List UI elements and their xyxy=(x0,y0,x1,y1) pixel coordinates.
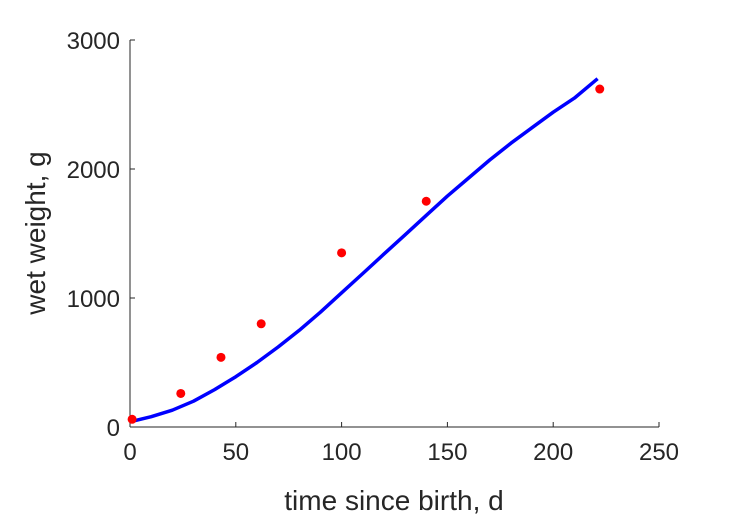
x-tick-label: 150 xyxy=(427,439,467,466)
y-tick-label: 1000 xyxy=(67,286,120,313)
x-tick-label: 100 xyxy=(322,439,362,466)
x-tick-label: 250 xyxy=(639,439,679,466)
y-axis-label: wet weight, g xyxy=(20,151,51,315)
y-ticks: 0 1000 2000 3000 xyxy=(67,28,135,442)
fit-line xyxy=(129,77,599,424)
plot-area: 0 50 100 150 200 250 0 1000 2000 3000 xyxy=(67,28,679,466)
y-tick-label: 2000 xyxy=(67,157,120,184)
data-point xyxy=(256,319,266,329)
series-layer xyxy=(127,77,605,424)
data-point xyxy=(176,388,186,398)
x-axis-label: time since birth, d xyxy=(284,485,503,516)
y-tick-label: 3000 xyxy=(67,28,120,55)
x-tick-label: 200 xyxy=(533,439,573,466)
data-point xyxy=(595,84,605,94)
x-ticks: 0 50 100 150 200 250 xyxy=(123,422,679,466)
data-point xyxy=(421,196,431,206)
data-point xyxy=(337,248,347,258)
x-tick-label: 50 xyxy=(222,439,249,466)
data-point xyxy=(127,414,137,424)
data-point xyxy=(216,352,226,362)
y-tick-label: 0 xyxy=(107,415,120,442)
x-tick-label: 0 xyxy=(123,439,136,466)
